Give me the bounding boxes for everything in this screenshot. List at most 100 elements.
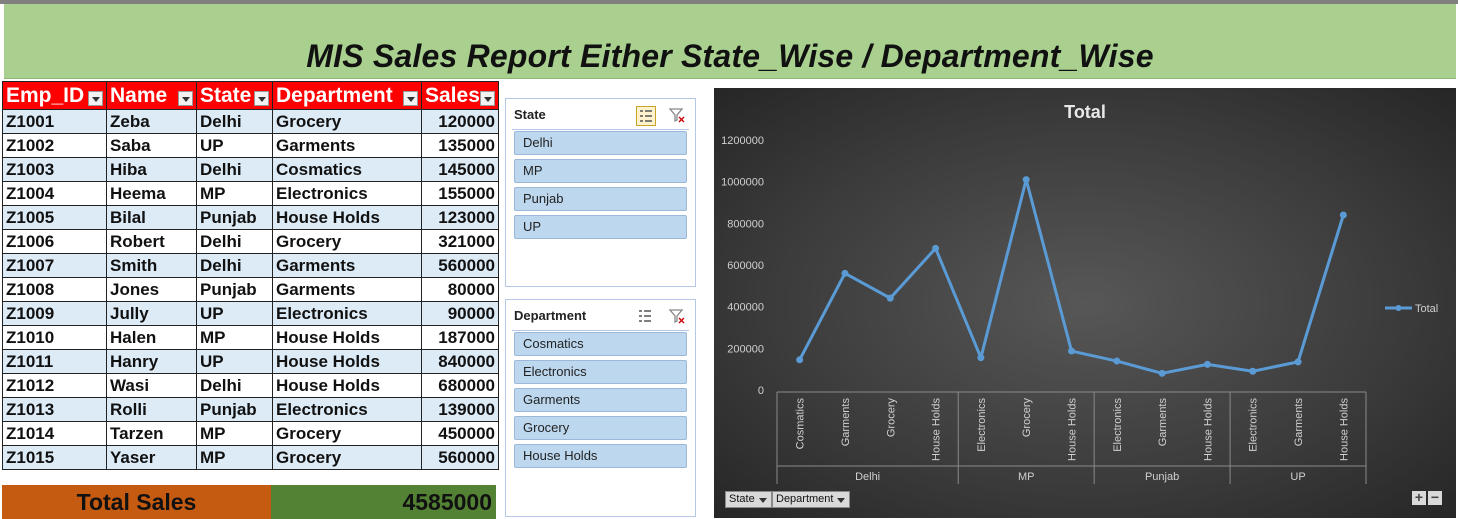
table-cell[interactable]: Z1005 [2, 205, 107, 230]
table-cell[interactable]: Z1009 [2, 301, 107, 326]
table-cell[interactable]: Z1004 [2, 181, 107, 206]
clear-filter-icon[interactable] [668, 106, 688, 126]
table-cell[interactable]: Delhi [196, 229, 273, 254]
table-cell[interactable]: Smith [106, 253, 197, 278]
table-cell[interactable]: 90000 [421, 301, 499, 326]
filter-dropdown-icon[interactable] [403, 91, 418, 106]
data-point[interactable] [1158, 369, 1166, 377]
table-cell[interactable]: House Holds [272, 349, 422, 374]
table-cell[interactable]: 321000 [421, 229, 499, 254]
table-cell[interactable]: Z1001 [2, 109, 107, 134]
table-cell[interactable]: 840000 [421, 349, 499, 374]
table-cell[interactable]: 680000 [421, 373, 499, 398]
collapse-field-button[interactable]: − [1428, 490, 1442, 505]
table-cell[interactable]: Electronics [272, 301, 422, 326]
table-cell[interactable]: UP [196, 133, 273, 158]
table-cell[interactable]: Electronics [272, 181, 422, 206]
expand-field-button[interactable]: + [1412, 490, 1426, 505]
table-cell[interactable]: Z1007 [2, 253, 107, 278]
table-cell[interactable]: House Holds [272, 325, 422, 350]
data-point[interactable] [1203, 360, 1211, 368]
table-cell[interactable]: UP [196, 301, 273, 326]
table-cell[interactable]: Garments [272, 133, 422, 158]
multi-select-icon[interactable] [636, 106, 656, 126]
slicer-item[interactable]: Grocery [514, 416, 687, 440]
table-cell[interactable]: Cosmatics [272, 157, 422, 182]
table-cell[interactable]: Electronics [272, 397, 422, 422]
table-cell[interactable]: 135000 [421, 133, 499, 158]
table-cell[interactable]: 155000 [421, 181, 499, 206]
filter-dropdown-icon[interactable] [88, 91, 103, 106]
table-cell[interactable]: Z1013 [2, 397, 107, 422]
state-field-button[interactable]: State [725, 491, 772, 508]
table-cell[interactable]: Saba [106, 133, 197, 158]
table-cell[interactable]: House Holds [272, 373, 422, 398]
table-cell[interactable]: 450000 [421, 421, 499, 446]
table-cell[interactable]: Delhi [196, 373, 273, 398]
table-cell[interactable]: 120000 [421, 109, 499, 134]
filter-dropdown-icon[interactable] [254, 91, 269, 106]
slicer-item[interactable]: House Holds [514, 444, 687, 468]
table-cell[interactable]: MP [196, 421, 273, 446]
table-cell[interactable]: Grocery [272, 445, 422, 470]
table-cell[interactable]: Robert [106, 229, 197, 254]
table-cell[interactable]: Z1011 [2, 349, 107, 374]
table-cell[interactable]: House Holds [272, 205, 422, 230]
data-point[interactable] [886, 294, 894, 302]
table-cell[interactable]: Z1003 [2, 157, 107, 182]
slicer-item[interactable]: UP [514, 215, 687, 239]
filter-dropdown-icon[interactable] [480, 91, 495, 106]
table-cell[interactable]: Punjab [196, 277, 273, 302]
table-cell[interactable]: Delhi [196, 109, 273, 134]
table-cell[interactable]: Tarzen [106, 421, 197, 446]
table-cell[interactable]: Jones [106, 277, 197, 302]
table-cell[interactable]: Grocery [272, 109, 422, 134]
slicer-item[interactable]: Cosmatics [514, 332, 687, 356]
table-cell[interactable]: Hanry [106, 349, 197, 374]
table-cell[interactable]: Garments [272, 277, 422, 302]
filter-dropdown-icon[interactable] [178, 91, 193, 106]
table-cell[interactable]: Hiba [106, 157, 197, 182]
table-cell[interactable]: Z1012 [2, 373, 107, 398]
clear-filter-icon[interactable] [668, 307, 688, 327]
table-cell[interactable]: 123000 [421, 205, 499, 230]
table-cell[interactable]: Grocery [272, 421, 422, 446]
table-cell[interactable]: Jully [106, 301, 197, 326]
series-line-total[interactable] [798, 178, 1345, 375]
table-cell[interactable]: Delhi [196, 157, 273, 182]
data-point[interactable] [977, 354, 985, 362]
data-point[interactable] [1294, 358, 1302, 366]
data-point[interactable] [1249, 367, 1257, 375]
table-cell[interactable]: 145000 [421, 157, 499, 182]
slicer-item[interactable]: Punjab [514, 187, 687, 211]
table-cell[interactable]: 80000 [421, 277, 499, 302]
table-cell[interactable]: Yaser [106, 445, 197, 470]
data-point[interactable] [1113, 357, 1121, 365]
table-cell[interactable]: Halen [106, 325, 197, 350]
table-cell[interactable]: 560000 [421, 253, 499, 278]
table-cell[interactable]: Bilal [106, 205, 197, 230]
table-cell[interactable]: 139000 [421, 397, 499, 422]
data-point[interactable] [1022, 176, 1030, 184]
table-cell[interactable]: Punjab [196, 205, 273, 230]
table-cell[interactable]: Heema [106, 181, 197, 206]
table-cell[interactable]: Z1014 [2, 421, 107, 446]
table-cell[interactable]: MP [196, 445, 273, 470]
data-point[interactable] [796, 356, 804, 364]
table-cell[interactable]: Grocery [272, 229, 422, 254]
table-cell[interactable]: Rolli [106, 397, 197, 422]
table-cell[interactable]: Z1006 [2, 229, 107, 254]
table-cell[interactable]: UP [196, 349, 273, 374]
slicer-item[interactable]: Garments [514, 388, 687, 412]
state-slicer[interactable]: State Delhi MP Punjab UP [505, 98, 696, 287]
data-point[interactable] [841, 269, 849, 277]
department-slicer[interactable]: Department Cosmatics Electronics Garments G… [505, 299, 696, 517]
table-cell[interactable]: 560000 [421, 445, 499, 470]
data-point[interactable] [1339, 211, 1347, 219]
table-cell[interactable]: Z1010 [2, 325, 107, 350]
table-cell[interactable]: Garments [272, 253, 422, 278]
table-cell[interactable]: Z1008 [2, 277, 107, 302]
table-cell[interactable]: MP [196, 181, 273, 206]
department-field-button[interactable]: Department [772, 491, 851, 508]
table-cell[interactable]: 187000 [421, 325, 499, 350]
